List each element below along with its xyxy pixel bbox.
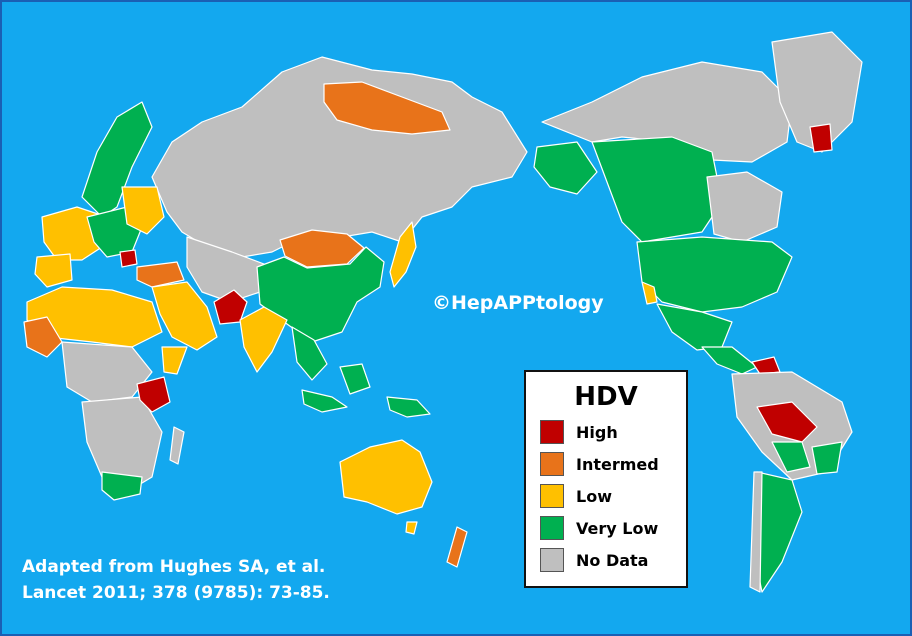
region-central-america (701, 346, 758, 375)
citation-line-1: Adapted from Hughes SA, et al. (22, 557, 326, 577)
region-borneo (339, 363, 371, 395)
legend-item-high: High (540, 420, 618, 444)
region-mongolia (279, 229, 365, 268)
region-canada (591, 136, 723, 243)
legend-title: HDV (574, 382, 638, 412)
legend-swatch-low (540, 484, 564, 508)
region-russia (151, 56, 528, 258)
region-turkey (136, 261, 185, 288)
region-alaska (533, 141, 598, 195)
region-romania (119, 249, 138, 268)
region-pakistan (213, 289, 248, 325)
region-hudson-bay (706, 171, 783, 243)
region-central-asia (186, 236, 265, 303)
region-iberia (34, 253, 73, 288)
legend-label-low: Low (576, 486, 612, 506)
legend-label-very-low: Very Low (576, 518, 659, 538)
region-australia (339, 439, 433, 515)
region-amazon (756, 401, 818, 443)
region-japan (389, 221, 417, 288)
legend: HDV High Intermed Low Very Low No Data (524, 370, 688, 588)
legend-item-very-low: Very Low (540, 516, 658, 540)
region-horn-of-africa (161, 346, 188, 375)
region-chile (749, 471, 763, 593)
legend-item-low: Low (540, 484, 612, 508)
region-tasmania (405, 521, 418, 535)
region-bolivia (771, 441, 811, 473)
region-california (641, 281, 658, 305)
watermark: ©HepAPPtology (432, 292, 604, 314)
region-canada-north (541, 61, 793, 163)
region-india (239, 306, 288, 373)
region-indonesia (301, 389, 348, 413)
legend-label-no-data: No Data (576, 550, 649, 570)
region-brazil-east (811, 441, 843, 475)
region-greenland-south (809, 123, 833, 153)
region-southeast-asia (291, 326, 328, 381)
legend-swatch-intermed (540, 452, 564, 476)
region-sahel (61, 341, 153, 403)
region-siberia-north (323, 81, 451, 135)
legend-label-intermed: Intermed (576, 454, 659, 474)
region-mexico (656, 303, 733, 351)
legend-label-high: High (576, 422, 618, 442)
citation: Adapted from Hughes SA, et al. Lancet 20… (22, 554, 330, 606)
region-west-africa (23, 316, 63, 358)
region-southern-africa (101, 471, 143, 501)
region-caribbean (751, 356, 781, 375)
legend-swatch-no-data (540, 548, 564, 572)
region-greenland (771, 31, 863, 153)
region-china (256, 246, 385, 343)
citation-line-2: Lancet 2011; 378 (9785): 73-85. (22, 583, 330, 603)
region-eastern-europe (121, 186, 165, 235)
region-east-africa (136, 376, 171, 413)
region-new-guinea (386, 396, 431, 418)
legend-item-no-data: No Data (540, 548, 648, 572)
legend-swatch-very-low (540, 516, 564, 540)
region-middle-east (151, 281, 218, 351)
region-new-zealand (446, 526, 468, 568)
region-usa (636, 236, 793, 313)
region-madagascar (169, 426, 185, 465)
legend-item-intermed: Intermed (540, 452, 659, 476)
legend-swatch-high (540, 420, 564, 444)
